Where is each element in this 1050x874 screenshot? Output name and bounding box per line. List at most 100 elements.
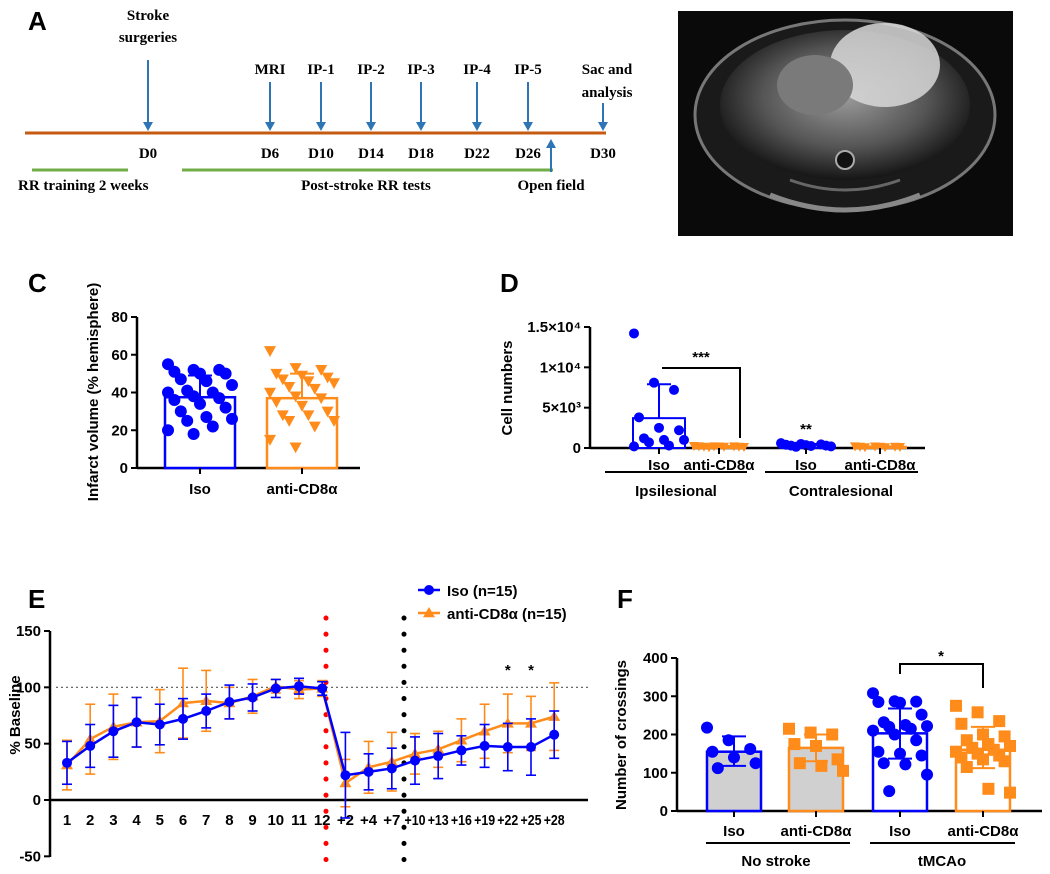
data-point (955, 717, 968, 730)
data-point (283, 416, 296, 427)
data-point (502, 742, 513, 753)
arrow-head-icon (316, 122, 326, 131)
data-point (783, 722, 795, 735)
data-point (711, 762, 724, 775)
data-point (910, 734, 923, 747)
cell-numbers-chart: 0 5×10³ 1×10⁴ 1.5×10⁴ Cell numbers Iso anti-CD… (499, 319, 925, 500)
data-point (894, 696, 906, 709)
y-axis-label: % Baseline (7, 675, 24, 754)
x-tick-label: +10 (405, 812, 426, 829)
x-tick-label: Iso (648, 457, 670, 474)
data-point (950, 699, 962, 712)
y-tick-label: 200 (643, 727, 668, 744)
data-point (410, 755, 420, 766)
data-point (308, 383, 321, 395)
data-point (664, 440, 674, 451)
arrow-head-icon (143, 122, 153, 131)
event-label: IP-2 (357, 62, 385, 78)
data-point (200, 411, 213, 424)
x-tick-label: 4 (132, 812, 141, 829)
x-tick-label: 8 (225, 812, 233, 829)
data-point (174, 373, 187, 386)
data-point (276, 374, 289, 386)
data-point (679, 434, 689, 445)
data-point (423, 607, 435, 618)
data-point (340, 770, 351, 781)
data-point (788, 738, 801, 751)
y-tick-label: 20 (111, 422, 128, 439)
open-field-label: Open field (517, 178, 585, 194)
arrow-head-icon (265, 122, 275, 131)
data-point (872, 745, 885, 758)
data-point (162, 424, 174, 437)
data-point (701, 721, 713, 734)
event-label: IP-1 (307, 62, 335, 78)
data-point (629, 328, 639, 339)
x-tick-label: anti-CD8α (267, 481, 339, 498)
y-tick-label: 0 (120, 460, 128, 477)
data-point (328, 416, 340, 427)
y-tick-label: 1×10⁴ (540, 359, 581, 376)
data-point (826, 728, 839, 741)
x-tick-label: +13 (428, 812, 449, 829)
data-point (224, 696, 235, 707)
event-label: IP-3 (407, 62, 435, 78)
data-point (649, 377, 659, 388)
x-tick-label: +28 (544, 812, 565, 829)
x-tick-label: 12 (314, 812, 331, 829)
data-point (386, 763, 397, 774)
y-tick-label: 40 (111, 385, 128, 402)
data-point (993, 715, 1006, 728)
data-point (921, 768, 933, 781)
x-tick-label: +22 (497, 812, 518, 829)
data-point (108, 726, 119, 737)
x-tick-label: 1 (63, 812, 71, 829)
data-point (178, 713, 188, 724)
data-point (62, 757, 72, 768)
day-label: D14 (358, 146, 384, 162)
data-point (793, 757, 806, 770)
series-line (66, 684, 555, 777)
event-label: MRI (255, 62, 286, 78)
data-point (264, 387, 276, 399)
y-tick-label: 5×10³ (542, 400, 581, 417)
x-tick-label: Iso (723, 823, 745, 840)
data-point (270, 368, 283, 380)
data-point (302, 376, 315, 388)
data-point (883, 785, 896, 798)
data-point (810, 739, 822, 752)
event-label: Stroke (127, 8, 170, 24)
data-point (804, 726, 817, 739)
x-tick-label: +2 (337, 812, 354, 829)
data-point (526, 742, 536, 753)
infarct-volume-chart: 0 20 40 60 80 Infarct volume (% hemisphere) Is… (85, 283, 360, 501)
significance-label: ** (800, 421, 812, 438)
data-point (296, 400, 308, 412)
x-tick-label: Iso (189, 481, 211, 498)
x-tick-label: +25 (521, 812, 542, 829)
x-tick-label: +16 (451, 812, 472, 829)
x-tick-label: anti-CD8α (781, 823, 853, 840)
data-point (634, 412, 644, 423)
data-point (826, 441, 836, 452)
data-point (226, 378, 238, 391)
data-point (321, 372, 334, 384)
data-point (815, 759, 828, 772)
event-label: Sac and (582, 62, 633, 78)
data-point (806, 440, 816, 451)
y-axis-label: Number of crossings (613, 660, 630, 810)
significance-bracket (662, 367, 741, 438)
data-point (264, 346, 276, 357)
y-tick-label: 60 (111, 347, 128, 364)
data-point (867, 687, 879, 700)
data-point (226, 412, 238, 425)
data-point (213, 392, 226, 405)
data-point (85, 740, 96, 751)
arrow-head-icon (472, 122, 482, 131)
data-point (289, 391, 302, 403)
crossings-chart: 0 100 200 300 400 Number of crossings Iso anti-… (613, 648, 1042, 870)
data-point (219, 367, 232, 380)
significance-label: *** (692, 349, 710, 366)
data-point (877, 757, 890, 770)
